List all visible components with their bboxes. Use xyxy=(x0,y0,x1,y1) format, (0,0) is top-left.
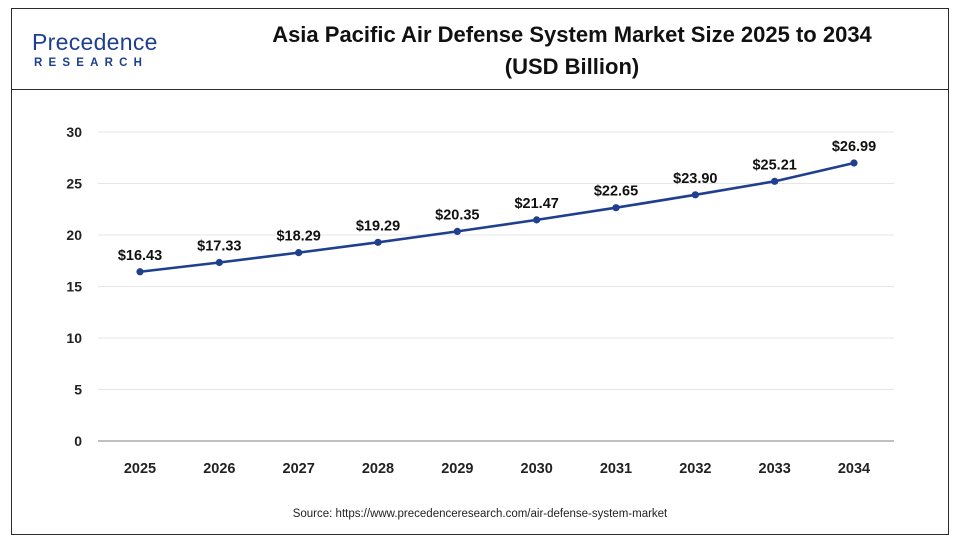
x-tick-label-2025: 2025 xyxy=(124,461,156,477)
data-point-2028 xyxy=(374,238,382,246)
y-tick-label-25: 25 xyxy=(66,176,82,192)
x-tick-label-2034: 2034 xyxy=(838,461,870,477)
chart-title-line-2: (USD Billion) xyxy=(504,54,640,79)
data-point-2025 xyxy=(136,268,144,276)
series-line xyxy=(139,161,855,274)
grid-lines xyxy=(98,131,894,390)
logo-name: Precedence xyxy=(32,29,158,55)
data-label-2033: $25.21 xyxy=(752,157,796,173)
data-label-2027: $18.29 xyxy=(276,229,320,245)
data-label-2034: $26.99 xyxy=(832,139,876,155)
data-label-2028: $19.29 xyxy=(356,218,400,234)
x-tick-labels: 2025 2026 2027 2028 2029 2030 2031 2032 2033 2034 xyxy=(124,461,870,477)
x-tick-label-2028: 2028 xyxy=(362,461,394,477)
data-point-2026 xyxy=(215,258,223,267)
y-tick-label-15: 15 xyxy=(66,279,82,295)
x-tick-label-2033: 2033 xyxy=(759,461,791,477)
chart-header: Precedence RESEARCH Asia Pacific Air Def… xyxy=(12,9,948,90)
data-point-2032 xyxy=(691,191,699,199)
source-note: Source: https://www.precedenceresearch.c… xyxy=(292,508,668,520)
data-label-2029: $20.35 xyxy=(435,207,479,223)
data-point-2030 xyxy=(533,216,541,224)
chart-title: Asia Pacific Air Defense System Market S… xyxy=(207,19,937,83)
data-label-2025: $16.43 xyxy=(118,248,162,264)
y-tick-label-30: 30 xyxy=(66,124,82,140)
x-tick-label-2029: 2029 xyxy=(441,461,473,477)
data-point-2033 xyxy=(771,177,779,185)
chart-frame: Precedence RESEARCH Asia Pacific Air Def… xyxy=(11,8,949,535)
x-tick-label-2031: 2031 xyxy=(600,461,632,477)
data-point-2031 xyxy=(612,204,620,212)
y-tick-labels: 0 5 10 15 20 25 30 xyxy=(66,124,82,449)
x-tick-label-2026: 2026 xyxy=(203,461,235,477)
series-line-layer xyxy=(139,161,855,274)
data-point-2027 xyxy=(295,249,303,257)
data-point-2029 xyxy=(453,227,461,235)
x-tick-label-2030: 2030 xyxy=(521,461,553,477)
y-tick-label-20: 20 xyxy=(66,227,82,243)
y-tick-label-5: 5 xyxy=(74,382,82,398)
data-label-2032: $23.90 xyxy=(673,171,717,187)
x-tick-label-2027: 2027 xyxy=(283,461,315,477)
x-tick-label-2032: 2032 xyxy=(679,461,711,477)
data-label-2030: $21.47 xyxy=(514,196,558,212)
logo-subtitle: RESEARCH xyxy=(34,57,149,69)
y-tick-label-0: 0 xyxy=(74,433,82,449)
data-label-2026: $17.33 xyxy=(197,239,241,255)
data-points xyxy=(136,159,858,276)
data-label-2031: $22.65 xyxy=(594,184,638,200)
precedence-logo: Precedence RESEARCH xyxy=(32,29,182,79)
data-point-2034 xyxy=(850,159,858,167)
y-tick-label-10: 10 xyxy=(66,330,82,346)
chart-title-line-1: Asia Pacific Air Defense System Market S… xyxy=(272,22,872,47)
data-labels: $16.43 $17.33 $18.29 $19.29 $20.35 $21.47 $22.… xyxy=(118,139,876,264)
